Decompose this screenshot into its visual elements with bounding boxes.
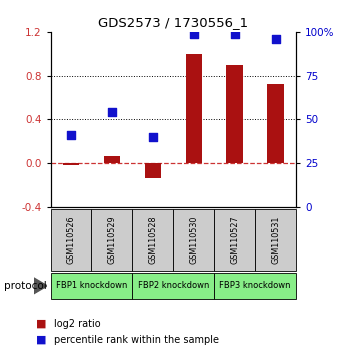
Text: FBP3 knockdown: FBP3 knockdown bbox=[219, 281, 291, 290]
Text: GSM110529: GSM110529 bbox=[108, 216, 116, 264]
Text: GSM110526: GSM110526 bbox=[66, 216, 75, 264]
Bar bbox=[51, 273, 132, 299]
Text: ■: ■ bbox=[36, 319, 47, 329]
Text: GSM110527: GSM110527 bbox=[230, 216, 239, 264]
Point bbox=[150, 134, 156, 140]
Bar bbox=[91, 209, 132, 271]
Text: GSM110528: GSM110528 bbox=[148, 216, 157, 264]
Bar bbox=[173, 209, 214, 271]
Point bbox=[273, 36, 278, 42]
Bar bbox=[132, 273, 214, 299]
Point bbox=[232, 31, 238, 36]
Text: percentile rank within the sample: percentile rank within the sample bbox=[54, 335, 219, 345]
Bar bbox=[214, 273, 296, 299]
Bar bbox=[268, 84, 284, 163]
Text: ■: ■ bbox=[36, 335, 47, 345]
Bar bbox=[63, 163, 79, 165]
Text: FBP2 knockdown: FBP2 knockdown bbox=[138, 281, 209, 290]
Text: FBP1 knockdown: FBP1 knockdown bbox=[56, 281, 127, 290]
Point bbox=[109, 110, 115, 115]
Bar bbox=[186, 54, 202, 163]
Text: GSM110530: GSM110530 bbox=[189, 216, 198, 264]
Bar bbox=[51, 209, 91, 271]
Bar bbox=[145, 163, 161, 177]
Text: GSM110531: GSM110531 bbox=[271, 216, 280, 264]
Point bbox=[191, 31, 197, 36]
Bar bbox=[104, 156, 120, 163]
Bar bbox=[255, 209, 296, 271]
Text: log2 ratio: log2 ratio bbox=[54, 319, 101, 329]
Bar bbox=[214, 209, 255, 271]
Title: GDS2573 / 1730556_1: GDS2573 / 1730556_1 bbox=[98, 16, 248, 29]
Bar bbox=[226, 65, 243, 163]
Text: protocol: protocol bbox=[4, 281, 46, 291]
Polygon shape bbox=[34, 278, 47, 294]
Bar bbox=[132, 209, 173, 271]
Point bbox=[68, 132, 74, 138]
